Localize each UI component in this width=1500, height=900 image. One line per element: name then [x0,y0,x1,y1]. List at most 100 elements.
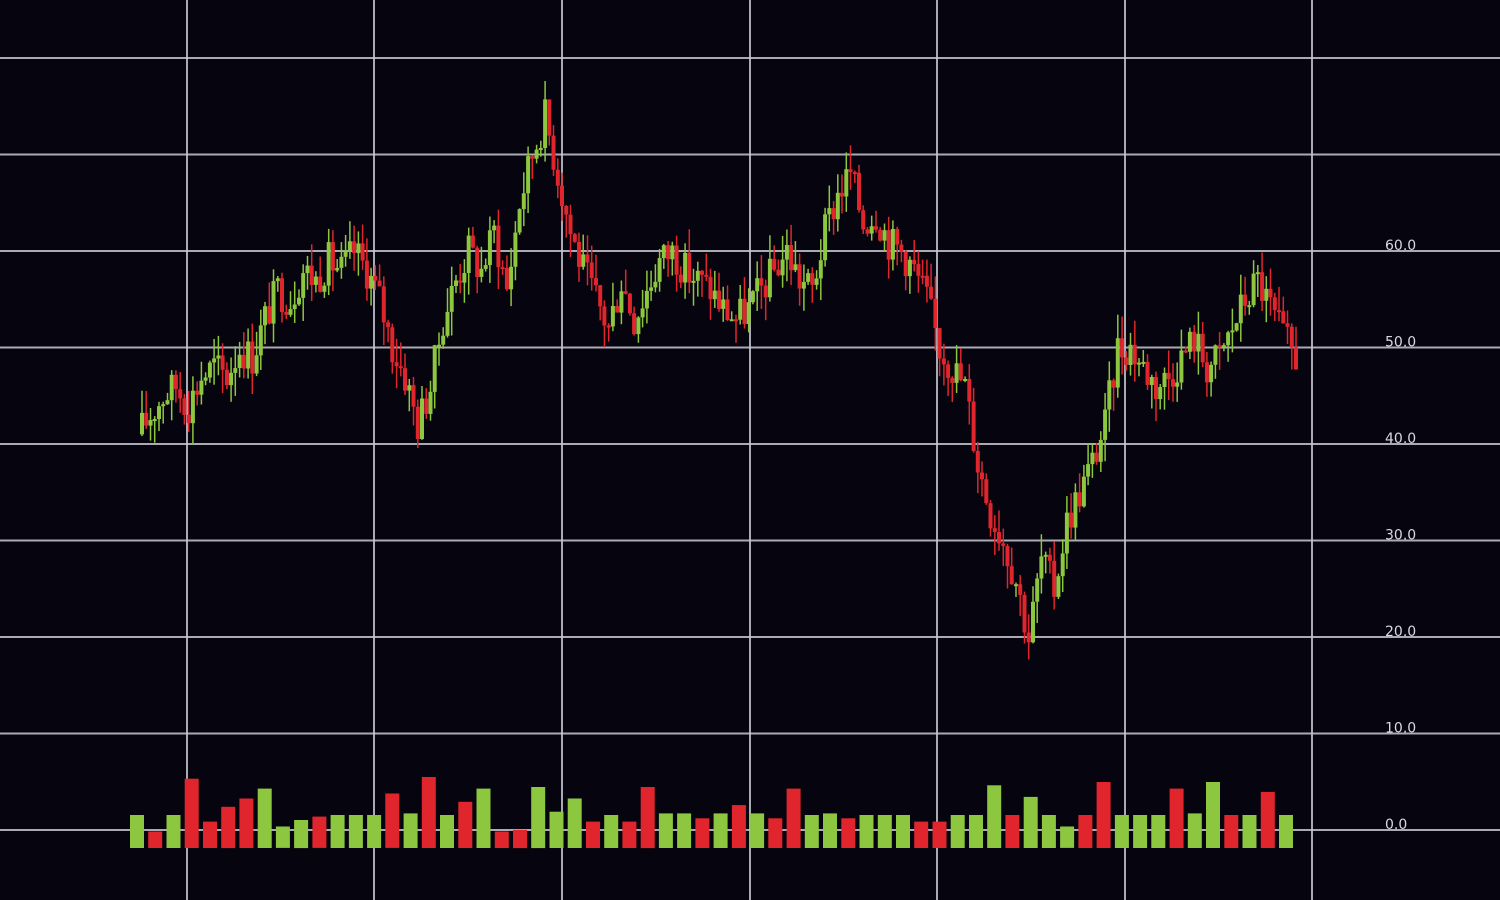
candle-body [263,306,267,326]
volume-bar [695,818,710,848]
candle-body [1268,288,1273,298]
y-tick-label: 0.0 [1385,817,1407,833]
candle-body [1243,294,1248,306]
candle-body [806,273,811,282]
candle-body [818,260,823,279]
candle-body [763,285,768,298]
candle-body [606,325,611,328]
candle-body [848,169,853,172]
candle-body [254,355,259,374]
candle-body [305,265,310,274]
candle-body [326,242,331,286]
volume-bar [1023,796,1038,848]
candle-body [504,268,509,290]
volume-bar [221,806,236,849]
volume-bar [713,813,728,848]
volume-bar [768,818,783,848]
candle-body [292,304,297,310]
volume-bar [677,813,692,848]
candle-body [975,450,980,473]
candle-body [674,245,679,275]
candle-body [432,345,437,392]
candle-body [627,293,632,314]
candle-body [823,214,828,261]
candle-body [1056,576,1061,597]
candle-body [313,276,318,285]
candle-body [555,169,560,186]
volume-bar [1114,815,1129,848]
volume-bar [458,801,473,848]
candle-body [411,385,416,407]
candle-body [250,341,255,374]
candle-body [678,274,683,283]
candle-body [322,285,327,292]
candle-body [814,278,819,285]
candle-body [789,245,794,271]
volume-bar [658,813,673,848]
candle-body [403,368,407,391]
candle-body [865,229,870,234]
candle-body [869,226,874,234]
candle-body [1001,543,1006,547]
y-tick-label: 10.0 [1385,721,1416,737]
candle-body [886,230,891,260]
candle-body [1005,546,1010,567]
candle-body [734,319,738,322]
candle-body [746,302,751,324]
candle-body [330,242,335,271]
candle-body [1234,323,1239,331]
volume-bar [604,815,619,848]
candle-body [1255,272,1260,275]
candle-body [543,99,548,148]
candle-body [861,210,866,230]
candle-body [657,258,662,282]
candle-body [1120,338,1125,358]
candle-body [963,379,968,381]
candle-body [1141,361,1146,364]
candle-body [772,258,777,270]
candle-body [661,245,666,259]
y-axis-tick-labels: 0.0 10.0 20.0 30.0 40.0 50.0 60.0 [1385,238,1416,833]
candle-body [420,398,424,439]
candle-body [1285,323,1290,327]
candle-body [1213,345,1218,365]
volume-bar [531,787,546,849]
candle-body [1260,272,1265,301]
candle-body [513,232,518,267]
candle-body [220,355,225,370]
candle-body [496,225,501,268]
candle-body [267,306,272,324]
candle-body [840,192,844,197]
volume-bar [1260,791,1275,848]
volume-bar [1206,782,1220,848]
candle-body [564,206,569,215]
candle-body [738,298,743,320]
volume-bar [294,820,309,849]
candle-body [797,264,802,289]
candle-body [598,285,603,307]
candle-body [683,252,688,283]
candle-body [373,276,378,281]
volume-bar [586,821,600,848]
candle-body [458,280,463,283]
volume-bar [567,798,582,848]
volume-bar [859,815,874,848]
candle-body [1221,345,1226,348]
volume-bar [987,785,1002,848]
candle-body [199,380,204,395]
candle-body [958,363,963,381]
candle-body [1209,364,1214,383]
candle-body [140,412,144,435]
candle-body [169,374,174,401]
candle-body [594,278,598,286]
candle-body [577,241,581,267]
candle-body [343,250,348,257]
candle-body [589,262,594,279]
candle-body [916,264,921,276]
candle-body [1103,409,1108,440]
candle-body [1086,464,1091,477]
candle-body [157,406,161,419]
candle-body [216,355,221,359]
y-tick-label: 50.0 [1385,335,1416,351]
candle-body [568,214,573,235]
